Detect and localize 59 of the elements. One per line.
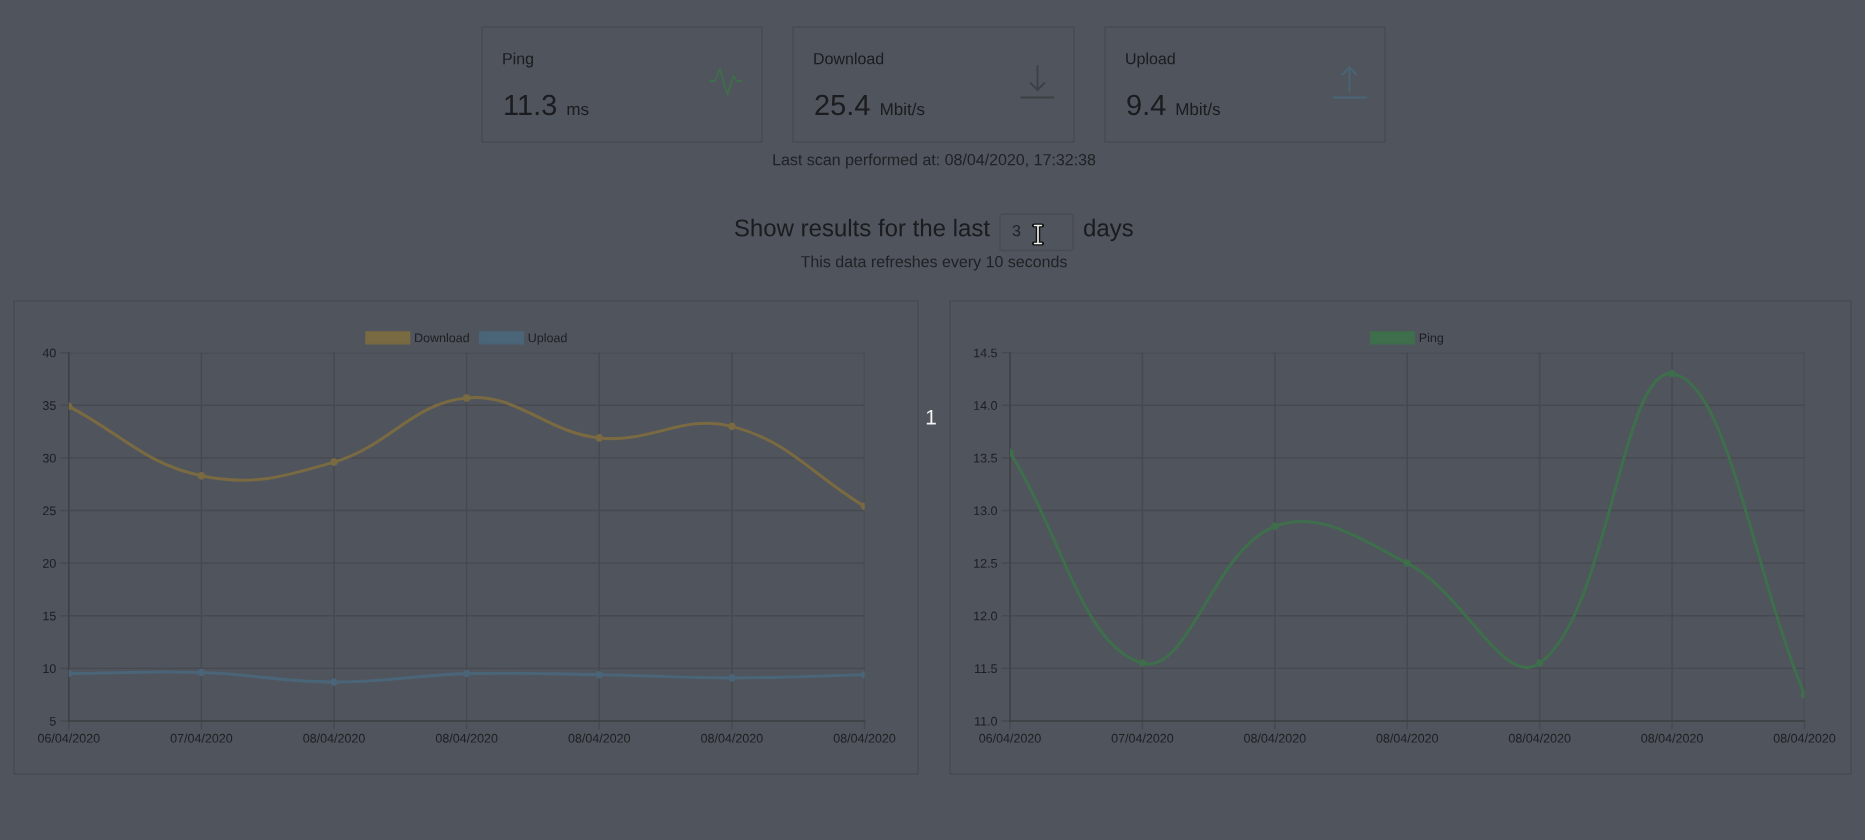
y-tick-label: 10 [43,664,56,674]
x-tick-label: 06/04/2020 [979,733,1041,743]
text: 25.4 [815,94,870,116]
y-tick-label: 11.0 [975,716,998,726]
text: 11.3 [505,94,557,116]
text: days [1084,218,1133,242]
point [595,434,604,442]
x-tick-label: 08/04/2020 [701,733,763,743]
point [728,422,736,431]
y-tick-label: 25 [43,506,56,516]
x-tick-label: 08/04/2020 [1641,733,1703,743]
point [197,668,206,677]
point [197,471,206,480]
x-tick-label: 08/04/2020 [1773,733,1836,743]
text: 1 [926,409,936,425]
point [1668,369,1676,378]
text: Upload [1126,52,1175,68]
text: Mbit/s [881,102,925,116]
x-tick-label: 07/04/2020 [1111,733,1174,743]
point [462,669,471,678]
x-tick-label: 06/04/2020 [38,733,100,743]
y-tick-label: 14.0 [974,401,998,410]
x-tick-label: 08/04/2020 [833,733,896,743]
text: Download [814,52,884,65]
text: 9.4 [1127,94,1166,116]
y-tick-label: 14.5 [974,348,997,358]
x-tick-label: 08/04/2020 [303,733,365,743]
text: Ping [503,52,533,68]
point [1271,522,1279,531]
text: ms [567,105,589,116]
point [1138,659,1147,667]
y-tick-label: 15 [43,611,56,621]
y-tick-label: 12.5 [974,558,997,568]
legend-label: Upload [528,333,567,345]
x-tick-label: 08/04/2020 [435,733,498,743]
x-tick-label: 08/04/2020 [1244,733,1306,743]
y-tick-label: 20 [43,558,56,568]
point [595,670,604,679]
point [728,674,736,682]
y-tick-label: 35 [42,401,56,410]
point [1535,659,1544,667]
x-tick-label: 08/04/2020 [1508,733,1571,743]
y-tick-label: 40 [42,348,56,358]
legend-label: Download [415,333,469,343]
text: Show results for the last [734,218,990,237]
point [330,458,338,466]
y-tick-label: 30 [42,453,56,463]
y-tick-label: 13.5 [974,453,997,463]
legend-label: Ping [1419,333,1444,345]
x-tick-label: 08/04/2020 [568,733,631,743]
y-tick-label: 13.0 [974,506,998,516]
x-tick-label: 08/04/2020 [1376,733,1439,743]
y-tick-label: 11.5 [975,664,997,674]
point [1403,559,1412,567]
point [330,678,338,686]
text: Mbit/s [1176,102,1220,116]
point [462,394,471,402]
x-tick-label: 07/04/2020 [170,733,233,743]
y-tick-label: 12.0 [974,611,998,621]
